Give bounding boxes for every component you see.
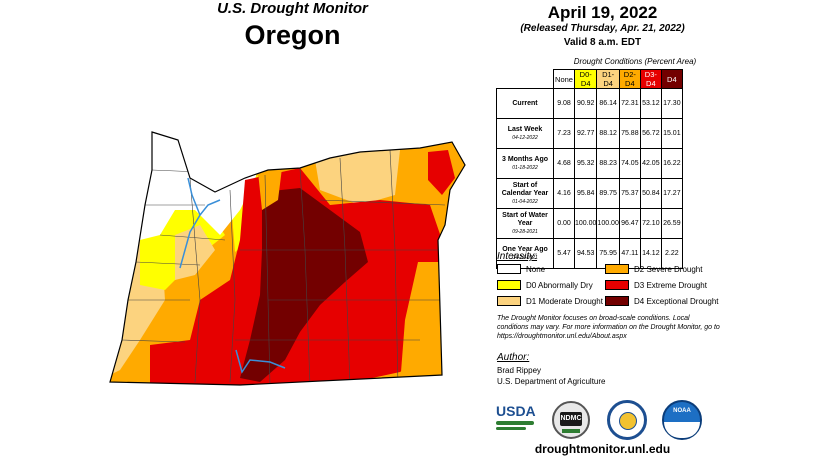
table-cell: 72.31 xyxy=(618,88,641,119)
legend-title: Intensity: xyxy=(497,251,538,262)
table-row: One Year Ago 04-20-2021 5.47 94.53 75.95 … xyxy=(496,238,683,269)
table-cell: 100.00 xyxy=(573,208,598,239)
table-cell: 89.75 xyxy=(596,178,620,209)
table-cell: 26.59 xyxy=(660,208,683,239)
disclaimer-note: The Drought Monitor focuses on broad-sca… xyxy=(497,315,720,340)
table-cell: 2.22 xyxy=(660,238,683,269)
usda-logo: USDA xyxy=(496,403,536,433)
table-cell: 74.05 xyxy=(618,148,641,179)
table-cell: 16.22 xyxy=(660,148,683,179)
state-name: Oregon xyxy=(244,20,341,50)
table-cell: 75.88 xyxy=(618,118,641,149)
drought-stats-table: None D0-D4 D1-D4 D2-D4 D3-D4 D4 Current … xyxy=(496,69,683,269)
table-cell: 75.37 xyxy=(618,178,641,209)
col-header: D4 xyxy=(660,69,683,89)
row-label: Start of Calendar Year 01-04-2022 xyxy=(496,178,554,209)
table-row: Start of Calendar Year 01-04-2022 4.16 95… xyxy=(496,178,683,209)
table-row: Current 9.08 90.92 86.14 72.31 53.12 17.… xyxy=(496,88,683,119)
table-cell: 15.01 xyxy=(660,118,683,149)
legend-item-none: None xyxy=(497,264,545,274)
table-cell: 88.23 xyxy=(596,148,620,179)
table-cell: 88.12 xyxy=(596,118,620,149)
col-header: D2-D4 xyxy=(618,69,641,89)
table-cell: 17.30 xyxy=(660,88,683,119)
conditions-title: Drought Conditions (Percent Area) xyxy=(573,57,697,66)
valid-time: Valid 8 a.m. EDT xyxy=(563,37,642,48)
table-cell: 96.47 xyxy=(618,208,641,239)
ndmc-logo: NDMC xyxy=(552,401,590,439)
legend-swatch xyxy=(605,280,629,290)
author-name: Brad Rippey xyxy=(497,366,542,375)
row-label: One Year Ago 04-20-2021 xyxy=(496,238,554,269)
row-label: Last Week 04-12-2022 xyxy=(496,118,554,149)
table-cell: 86.14 xyxy=(596,88,620,119)
table-cell: 4.68 xyxy=(553,148,575,179)
release-date: (Released Thursday, Apr. 21, 2022) xyxy=(520,23,685,34)
table-cell: 53.12 xyxy=(639,88,662,119)
legend-swatch xyxy=(497,296,521,306)
table-cell: 47.11 xyxy=(618,238,641,269)
col-header: D0-D4 xyxy=(573,69,598,89)
table-cell: 90.92 xyxy=(573,88,598,119)
col-header: D1-D4 xyxy=(596,69,620,89)
doc-seal-logo xyxy=(607,400,647,440)
table-cell: 72.10 xyxy=(639,208,662,239)
author-org: U.S. Department of Agriculture xyxy=(497,377,606,386)
website-url[interactable]: droughtmonitor.unl.edu xyxy=(534,442,671,456)
row-label: Start of Water Year 09-28-2021 xyxy=(496,208,554,239)
table-cell: 9.08 xyxy=(553,88,575,119)
legend-swatch xyxy=(605,264,629,274)
legend-item-d1: D1 Moderate Drought xyxy=(497,296,603,306)
table-cell: 95.84 xyxy=(573,178,598,209)
table-row: Start of Water Year 09-28-2021 0.00 100.0… xyxy=(496,208,683,239)
table-cell: 100.00 xyxy=(596,208,620,239)
legend-item-d3: D3 Extreme Drought xyxy=(605,280,707,290)
legend-item-d0: D0 Abnormally Dry xyxy=(497,280,593,290)
col-header: None xyxy=(553,69,575,89)
legend-swatch xyxy=(497,280,521,290)
map-date: April 19, 2022 xyxy=(547,3,658,22)
noaa-logo: NOAA xyxy=(662,400,702,440)
oregon-drought-map xyxy=(109,131,466,386)
table-header-row: None D0-D4 D1-D4 D2-D4 D3-D4 D4 xyxy=(497,69,683,89)
legend-item-d4: D4 Exceptional Drought xyxy=(605,296,719,306)
table-cell: 94.53 xyxy=(573,238,598,269)
table-cell: 17.27 xyxy=(660,178,683,209)
legend-item-d2: D2 Severe Drought xyxy=(605,264,702,274)
table-row: Last Week 04-12-2022 7.23 92.77 88.12 75.… xyxy=(496,118,683,149)
table-cell: 5.47 xyxy=(553,238,575,269)
table-cell: 92.77 xyxy=(573,118,598,149)
table-corner xyxy=(497,70,554,89)
author-title: Author: xyxy=(497,352,530,363)
table-cell: 4.16 xyxy=(553,178,575,209)
table-cell: 7.23 xyxy=(553,118,575,149)
table-cell: 42.05 xyxy=(639,148,662,179)
table-cell: 56.72 xyxy=(639,118,662,149)
legend-swatch xyxy=(497,264,521,274)
table-cell: 0.00 xyxy=(553,208,575,239)
legend-swatch xyxy=(605,296,629,306)
row-label: 3 Months Ago 01-18-2022 xyxy=(496,148,554,179)
table-row: 3 Months Ago 01-18-2022 4.68 95.32 88.23 … xyxy=(496,148,683,179)
col-header: D3-D4 xyxy=(639,69,662,89)
map-title: U.S. Drought Monitor xyxy=(217,0,368,17)
table-cell: 50.84 xyxy=(639,178,662,209)
table-cell: 95.32 xyxy=(573,148,598,179)
row-label: Current xyxy=(496,88,554,119)
